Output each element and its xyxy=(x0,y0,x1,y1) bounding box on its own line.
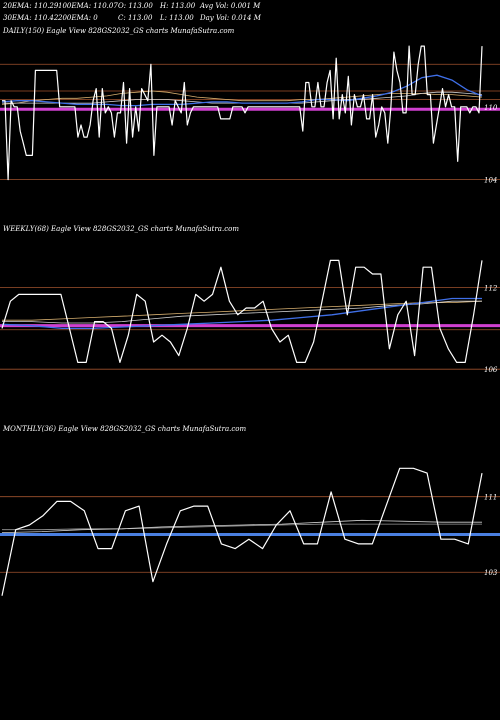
header-ema100: 100EMA: 110.07 xyxy=(58,2,118,10)
avgvol-label: Avg Vol: xyxy=(200,2,229,10)
header-low: L: 113.00 xyxy=(160,14,194,22)
price-line xyxy=(1,259,483,363)
price-line xyxy=(1,467,483,596)
low-value: 113.00 xyxy=(169,14,194,22)
header-avgvol: Avg Vol: 0.001 M xyxy=(200,2,260,10)
header-open: O: 113.00 xyxy=(118,2,153,10)
ema-white-line xyxy=(2,91,483,104)
avgvol-value: 0.001 M xyxy=(230,2,261,10)
ema200-label: 200EMA: xyxy=(58,14,92,22)
weekly-panel: 112 106 xyxy=(0,259,500,374)
ema20-value: 110.29 xyxy=(33,2,59,10)
close-label: C: xyxy=(118,14,126,22)
y-tick-label: 110 xyxy=(484,104,498,112)
ema200-value: 0 xyxy=(93,14,98,22)
header-row-1: 20EMA: 110.29 xyxy=(3,2,58,10)
ema30-label: 30EMA: xyxy=(3,14,32,22)
ema-blue-line xyxy=(1,297,482,330)
ema-gray-line xyxy=(2,523,482,531)
y-tick-label: 104 xyxy=(484,177,497,185)
ema-blue-line xyxy=(1,74,483,107)
dayvol-label: Day Vol: xyxy=(200,14,230,22)
high-label: H: xyxy=(160,2,169,10)
weekly-panel-title: WEEKLY(68) Eagle View 828GS2032_GS chart… xyxy=(3,225,239,233)
header-close: C: 113.00 xyxy=(118,14,152,22)
y-tick-label: 103 xyxy=(484,569,498,577)
daily-panel-title: DAILY(150) Eagle View 828GS2032_GS chart… xyxy=(3,27,235,35)
high-value: 113.00 xyxy=(170,2,196,10)
header-ema200: 200EMA: 0 xyxy=(58,14,98,22)
y-tick-label: 112 xyxy=(484,285,498,293)
monthly-panel: 111 103 xyxy=(0,467,500,596)
y-tick-label: 111 xyxy=(484,494,497,502)
ema100-label: 100EMA: xyxy=(58,2,92,10)
ema100-value: 110.07 xyxy=(93,2,118,10)
ema30-value: 110.42 xyxy=(33,14,59,22)
y-tick-label: 106 xyxy=(484,366,498,374)
open-label: O: xyxy=(118,2,127,10)
price-line xyxy=(2,45,483,181)
header-row-2: 30EMA: 110.42 xyxy=(3,14,58,22)
low-label: L: xyxy=(160,14,168,22)
ema-white-line xyxy=(1,519,482,533)
header-dayvol: Day Vol: 0.014 M xyxy=(200,14,261,22)
header-high: H: 113.00 xyxy=(160,2,195,10)
open-value: 113.00 xyxy=(128,2,153,10)
daily-panel: 110 104 xyxy=(0,45,500,185)
monthly-panel-title: MONTHLY(36) Eagle View 828GS2032_GS char… xyxy=(3,425,247,433)
dayvol-value: 0.014 M xyxy=(231,14,261,22)
ema-tan-line xyxy=(1,90,483,105)
ema20-label: 20EMA: xyxy=(3,2,32,10)
close-value: 113.00 xyxy=(127,14,153,22)
